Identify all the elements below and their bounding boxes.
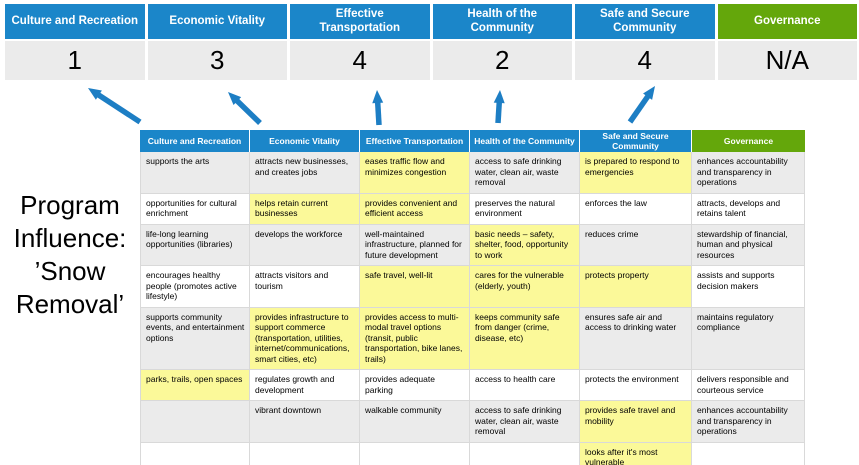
program-influence-label: Program Influence: ’Snow Removal’ — [0, 189, 140, 321]
matrix-cell: vibrant downtown — [250, 401, 360, 443]
program-label-line: ’Snow — [34, 256, 106, 286]
banner-header-culture-and-recreation: Culture and Recreation — [5, 4, 145, 39]
matrix-cell: life-long learning opportunities (librar… — [140, 224, 250, 266]
program-label-line: Removal’ — [15, 289, 125, 319]
influence-arrow-line — [233, 97, 262, 125]
influence-arrow-head — [228, 92, 242, 105]
matrix-cell: preserves the natural environment — [470, 193, 580, 225]
matrix-cell: attracts, develops and retains talent — [692, 193, 805, 225]
matrix-row: encourages healthy people (promotes acti… — [140, 266, 805, 308]
matrix-row: supports the arts attracts new businesses… — [140, 152, 805, 194]
matrix-cell: provides convenient and efficient access — [360, 193, 470, 225]
matrix-cell — [692, 442, 805, 465]
matrix-cell: access to safe drinking water, clean air… — [470, 401, 580, 443]
matrix-cell: attracts visitors and tourism — [250, 266, 360, 308]
score-governance: N/A — [717, 41, 857, 80]
matrix-cell: parks, trails, open spaces — [140, 370, 250, 401]
matrix-cell: enhances accountability and transparency… — [692, 152, 805, 194]
influence-arrow-head — [493, 90, 505, 104]
influence-arrow-line — [627, 93, 651, 124]
influence-arrow-line — [374, 100, 382, 126]
matrix-row: life-long learning opportunities (librar… — [140, 224, 805, 266]
matrix-cell: opportunities for cultural enrichment — [140, 193, 250, 225]
matrix-cell: looks after it's most vulnerable — [580, 442, 692, 465]
matrix-cell — [140, 442, 250, 465]
matrix-row: vibrant downtown walkable community access… — [140, 401, 805, 443]
matrix-cell: walkable community — [360, 401, 470, 443]
matrix-cell: protects the environment — [580, 370, 692, 401]
matrix-cell: access to health care — [470, 370, 580, 401]
matrix-cell: protects property — [580, 266, 692, 308]
matrix-row: opportunities for cultural enrichment hel… — [140, 193, 805, 225]
matrix-header-cell: Safe and Secure Community — [580, 130, 692, 152]
matrix-row: parks, trails, open spaces regulates grow… — [140, 370, 805, 401]
matrix-cell: reduces crime — [580, 224, 692, 266]
matrix-cell: develops the workforce — [250, 224, 360, 266]
matrix-cell: enforces the law — [580, 193, 692, 225]
matrix-header-row: Culture and Recreation Economic Vitality E… — [140, 130, 805, 152]
matrix-cell: safe travel, well-lit — [360, 266, 470, 308]
score-culture-and-recreation: 1 — [5, 41, 145, 80]
matrix-cell: helps retain current businesses — [250, 193, 360, 225]
score-safe-and-secure-community: 4 — [575, 41, 715, 80]
matrix-cell: is prepared to respond to emergencies — [580, 152, 692, 194]
matrix-cell: assists and supports decision makers — [692, 266, 805, 308]
matrix-cell: provides safe travel and mobility — [580, 401, 692, 443]
program-label-line: Program — [20, 190, 120, 220]
score-banner: Culture and Recreation Economic Vitality… — [5, 4, 857, 80]
matrix-cell: cares for the vulnerable (elderly, youth… — [470, 266, 580, 308]
matrix-cell: supports the arts — [140, 152, 250, 194]
matrix-cell — [250, 442, 360, 465]
influence-arrow-head — [372, 90, 384, 104]
matrix-row: looks after it's most vulnerable — [140, 442, 805, 465]
matrix-cell: provides adequate parking — [360, 370, 470, 401]
influence-arrow-head — [643, 86, 655, 100]
matrix-cell: regulates growth and development — [250, 370, 360, 401]
matrix-cell: well-maintained infrastructure, planned … — [360, 224, 470, 266]
matrix-cell: basic needs – safety, shelter, food, opp… — [470, 224, 580, 266]
matrix-cell — [470, 442, 580, 465]
matrix-cell: access to safe drinking water, clean air… — [470, 152, 580, 194]
program-label-line: Influence: — [13, 223, 127, 253]
banner-header-row: Culture and Recreation Economic Vitality… — [5, 4, 857, 39]
influence-arrow-head — [88, 88, 102, 100]
matrix-cell — [360, 442, 470, 465]
banner-header-economic-vitality: Economic Vitality — [147, 4, 287, 39]
influence-arrow-line — [495, 100, 503, 124]
matrix-cell: attracts new businesses, and creates job… — [250, 152, 360, 194]
matrix-header-cell: Economic Vitality — [250, 130, 360, 152]
matrix-cell: provides infrastructure to support comme… — [250, 307, 360, 370]
matrix-cell: stewardship of financial, human and phys… — [692, 224, 805, 266]
matrix-row: supports community events, and entertain… — [140, 307, 805, 370]
score-health-of-the-community: 2 — [432, 41, 572, 80]
banner-score-row: 1 3 4 2 4 N/A — [5, 41, 857, 80]
arrows-overlay — [88, 86, 655, 126]
score-economic-vitality: 3 — [147, 41, 287, 80]
score-effective-transportation: 4 — [290, 41, 430, 80]
matrix-cell: eases traffic flow and minimizes congest… — [360, 152, 470, 194]
influence-matrix: Culture and Recreation Economic Vitality E… — [140, 130, 805, 465]
matrix-cell: keeps community safe from danger (crime,… — [470, 307, 580, 370]
matrix-header-cell: Effective Transportation — [360, 130, 470, 152]
matrix-cell: encourages healthy people (promotes acti… — [140, 266, 250, 308]
banner-header-governance: Governance — [717, 4, 857, 39]
matrix-cell: supports community events, and entertain… — [140, 307, 250, 370]
matrix-cell: provides access to multi-modal travel op… — [360, 307, 470, 370]
matrix-cell: maintains regulatory compliance — [692, 307, 805, 370]
matrix-cell: ensures safe air and access to drinking … — [580, 307, 692, 370]
matrix-cell — [140, 401, 250, 443]
matrix-header-cell: Culture and Recreation — [140, 130, 250, 152]
influence-matrix-body: supports the arts attracts new businesses… — [140, 152, 805, 465]
matrix-header-cell: Health of the Community — [470, 130, 580, 152]
matrix-cell: enhances accountability and transparency… — [692, 401, 805, 443]
banner-header-safe-and-secure-community: Safe and Secure Community — [575, 4, 715, 39]
banner-header-health-of-the-community: Health of the Community — [432, 4, 572, 39]
matrix-cell: delivers responsible and courteous servi… — [692, 370, 805, 401]
matrix-header-cell: Governance — [692, 130, 805, 152]
influence-arrow-line — [95, 91, 142, 125]
banner-header-effective-transportation: Effective Transportation — [290, 4, 430, 39]
